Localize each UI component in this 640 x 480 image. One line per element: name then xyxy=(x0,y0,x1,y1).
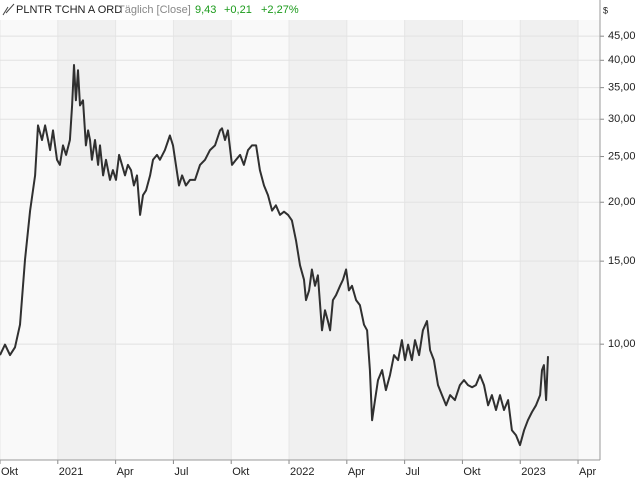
last-value: 9,43 xyxy=(195,4,216,16)
x-tick-label: Okt xyxy=(1,466,18,478)
change: +0,21 xyxy=(224,4,252,16)
price-line xyxy=(0,64,549,447)
period-band xyxy=(173,20,232,460)
x-tick-label: Apr xyxy=(117,466,134,478)
x-tick-label: Apr xyxy=(579,466,596,478)
x-tick-label: 2021 xyxy=(59,466,83,478)
y-tick-label: 40,00 xyxy=(608,54,636,66)
x-tick-label: 2022 xyxy=(290,466,314,478)
y-axis-label: $ xyxy=(603,5,608,15)
x-tick-label: 2023 xyxy=(521,466,545,478)
plot-area xyxy=(0,20,600,460)
y-tick-label: 45,00 xyxy=(608,30,636,42)
period-band xyxy=(289,20,347,460)
y-tick-label: 30,00 xyxy=(608,113,636,125)
period-band xyxy=(520,20,579,460)
y-tick-label: 25,00 xyxy=(608,150,636,162)
y-tick-label: 10,00 xyxy=(608,338,636,350)
x-tick-label: Jul xyxy=(406,466,420,478)
y-tick-label: 15,00 xyxy=(608,255,636,267)
header-box xyxy=(0,0,305,19)
change-pct: +2,27% xyxy=(261,4,299,16)
icon xyxy=(2,3,15,16)
chart-title: PLNTR TCHN A ORD xyxy=(16,4,122,16)
y-tick-label: 20,00 xyxy=(608,196,636,208)
period-band xyxy=(404,20,463,460)
x-tick-label: Jul xyxy=(174,466,188,478)
x-tick-label: Apr xyxy=(348,466,365,478)
period-band xyxy=(57,20,116,460)
y-tick-label: 35,00 xyxy=(608,82,636,94)
x-tick-label: Okt xyxy=(232,466,249,478)
subtitle: Täglich [Close] xyxy=(118,4,191,16)
x-tick-label: Okt xyxy=(463,466,480,478)
